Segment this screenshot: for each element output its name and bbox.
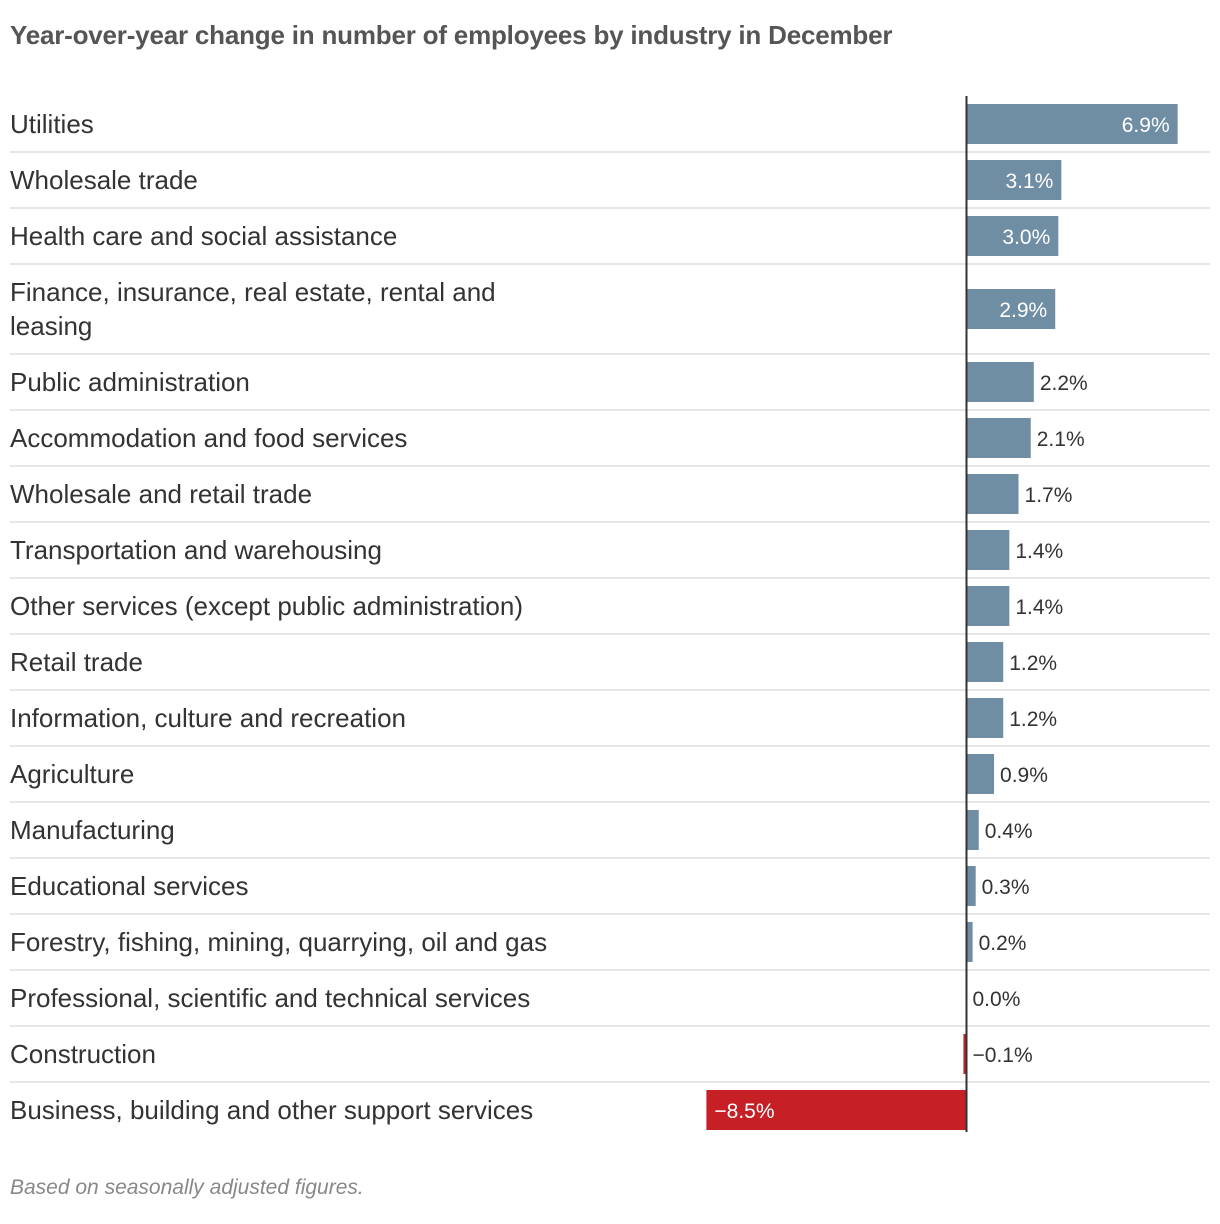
bar xyxy=(966,418,1031,458)
value-label: 2.1% xyxy=(1037,428,1085,451)
chart-title: Year-over-year change in number of emplo… xyxy=(10,20,893,50)
bar xyxy=(966,642,1004,682)
value-label: 0.3% xyxy=(982,876,1030,899)
value-label: 1.4% xyxy=(1015,596,1063,619)
category-label: Wholesale trade xyxy=(10,165,198,195)
bar xyxy=(966,362,1034,402)
bar xyxy=(966,160,1062,200)
value-label: 3.1% xyxy=(1005,170,1053,193)
bar xyxy=(706,1090,967,1130)
value-label: 0.2% xyxy=(979,932,1027,955)
value-label: 1.7% xyxy=(1025,484,1073,507)
category-label: Manufacturing xyxy=(10,815,175,845)
value-label: −0.1% xyxy=(973,1044,1033,1067)
category-label: Accommodation and food services xyxy=(10,423,407,453)
category-label: Forestry, fishing, mining, quarrying, oi… xyxy=(10,927,547,957)
category-label: Utilities xyxy=(10,109,94,139)
category-label: Retail trade xyxy=(10,647,143,677)
bar xyxy=(966,586,1010,626)
bar xyxy=(966,810,979,850)
bar xyxy=(966,216,1059,256)
value-label: 1.4% xyxy=(1015,540,1063,563)
category-label-line: leasing xyxy=(10,311,92,341)
value-label: 0.9% xyxy=(1000,764,1048,787)
value-label: 1.2% xyxy=(1009,708,1057,731)
category-label: Business, building and other support ser… xyxy=(10,1095,533,1125)
category-label: Public administration xyxy=(10,367,250,397)
value-label: 2.9% xyxy=(999,299,1047,322)
category-label: Construction xyxy=(10,1039,156,1069)
category-label-line: Finance, insurance, real estate, rental … xyxy=(10,277,496,307)
category-label: Agriculture xyxy=(10,759,134,789)
bar xyxy=(966,698,1004,738)
bar xyxy=(966,754,995,794)
category-label: Information, culture and recreation xyxy=(10,703,406,733)
bar xyxy=(966,474,1019,514)
bar xyxy=(966,922,973,962)
bar xyxy=(963,1034,967,1074)
bar xyxy=(966,530,1010,570)
value-label: 1.2% xyxy=(1009,652,1057,675)
value-label: 0.4% xyxy=(985,820,1033,843)
category-label: Educational services xyxy=(10,871,248,901)
category-label: Professional, scientific and technical s… xyxy=(10,983,530,1013)
bar xyxy=(966,866,976,906)
value-label: 3.0% xyxy=(1002,226,1050,249)
value-label: 2.2% xyxy=(1040,372,1088,395)
category-label: Health care and social assistance xyxy=(10,221,397,251)
value-label: −8.5% xyxy=(714,1100,774,1123)
footnote: Based on seasonally adjusted figures. xyxy=(10,1176,364,1199)
bar xyxy=(966,289,1056,329)
value-label: 6.9% xyxy=(1122,114,1170,137)
category-label: Other services (except public administra… xyxy=(10,591,523,621)
bar xyxy=(966,104,1178,144)
value-label: 0.0% xyxy=(973,988,1021,1011)
category-label: Wholesale and retail trade xyxy=(10,479,312,509)
category-label: Finance, insurance, real estate, rental … xyxy=(10,277,496,341)
category-label: Transportation and warehousing xyxy=(10,535,382,565)
